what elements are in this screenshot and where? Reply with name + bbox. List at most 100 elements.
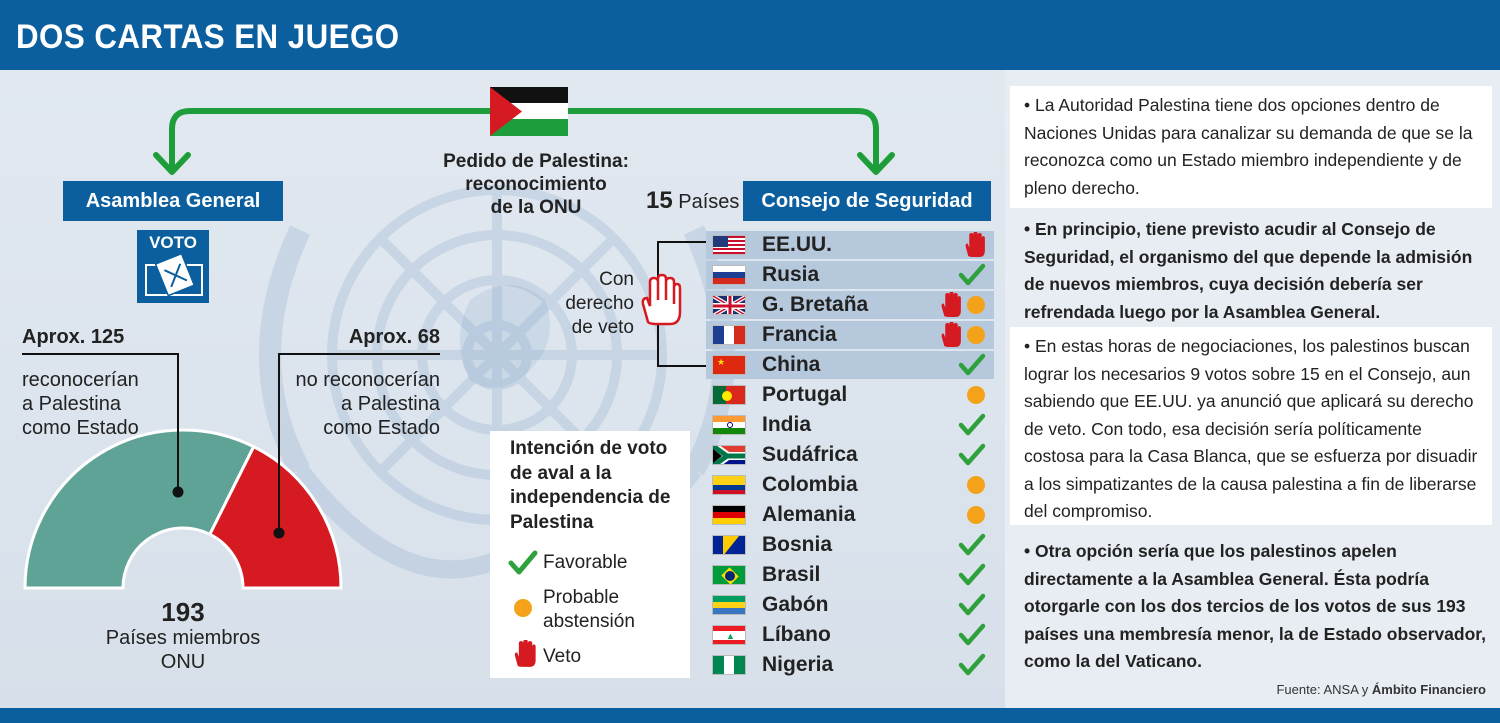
no-desc-1: no reconocerían [295,369,440,391]
veto-power-label: Con derecho de veto [560,268,634,340]
request-line-1: Pedido de Palestina: [443,151,629,172]
vote-icons [958,263,986,287]
favor-check-icon [958,623,986,647]
veto-label-1: Con [599,269,634,290]
abstain-dot-icon [966,325,986,345]
country-row: Sudáfrica [706,441,994,469]
abstain-dot-icon [966,475,986,495]
country-name: Nigeria [762,653,834,676]
legend-abstain-1: Probable [543,587,620,608]
country-name: Colombia [762,473,858,496]
legend-veto-icon [514,640,536,667]
country-row: Bosnia [706,531,994,559]
country-name: Líbano [762,623,831,646]
legend-veto-label: Veto [543,646,582,667]
favor-check-icon [958,593,986,617]
country-row: India [706,411,994,439]
legend-abstain-2: abstensión [543,611,635,632]
flag-za-icon [712,445,746,465]
flag-gb-icon [712,295,746,315]
request-line-2: reconocimiento [465,174,607,195]
vote-icons [940,292,986,317]
vote-label: VOTO [149,233,197,252]
veto-label-3: de veto [571,317,634,338]
legend-abstain-icon [514,599,532,617]
legend-abstain-label: Probable abstensión [543,586,635,634]
country-name: India [762,413,812,436]
legend-title-2: de aval a la [510,462,612,484]
vote-icons [964,232,986,257]
country-row: Alemania [706,501,994,529]
paragraph-3: • En estas horas de negociaciones, los p… [1010,327,1492,525]
header-bar: DOS CARTAS EN JUEGO [0,0,1500,70]
assembly-title: Asamblea General [63,181,283,221]
country-name: EE.UU. [762,233,833,256]
favor-check-icon [958,413,986,437]
council-count: 15 Países [646,187,739,215]
country-row: Rusia [706,261,994,289]
page-title: DOS CARTAS EN JUEGO [16,18,400,56]
country-name: Rusia [762,263,820,286]
favor-check-icon [958,563,986,587]
paragraph-1: • La Autoridad Palestina tiene dos opcio… [1010,86,1492,208]
veto-label-2: derecho [565,293,634,314]
legend-check-icon [508,550,538,575]
country-row: EE.UU. [706,231,994,259]
chart-segment-yes [23,428,256,590]
vote-icons [958,533,986,557]
flag-ru-icon [712,265,746,285]
source-prefix: Fuente: ANSA y [1276,682,1372,697]
vote-icons [958,593,986,617]
favor-check-icon [958,263,986,287]
total-label-1: Países miembros [105,627,261,649]
country-name: Sudáfrica [762,443,858,466]
country-row: Brasil [706,561,994,589]
vote-icons [966,503,986,527]
leader-line-no [278,353,440,533]
country-row: ▲ Líbano [706,621,994,649]
source-credit: Fuente: ANSA y Ámbito Financiero [1276,682,1486,697]
favor-check-icon [958,353,986,377]
request-line-3: de la ONU [490,197,582,218]
flag-cn-icon: ★ [712,355,746,375]
yes-count: Aprox. 125 [22,326,125,348]
country-name: Francia [762,323,837,346]
source-name: Ámbito Financiero [1371,682,1486,697]
flag-lb-icon: ▲ [712,625,746,645]
vote-icons [966,473,986,497]
flag-ng-icon [712,655,746,675]
yes-desc-2: a Palestina [22,393,121,415]
favor-check-icon [958,443,986,467]
country-row: G. Bretaña [706,291,994,319]
flow-arrows [169,108,879,168]
abstain-dot-icon [966,295,986,315]
vote-icons [958,443,986,467]
vote-icons [940,322,986,348]
yes-desc-3: como Estado [22,417,139,439]
country-row: Nigeria [706,651,994,679]
arrow-heads [153,152,895,175]
paragraph-4: • Otra opción sería que los palestinos a… [1024,541,1486,671]
legend-title-3: independencia de [510,487,671,508]
no-desc-3: como Estado [323,417,440,439]
flag-de-icon [712,505,746,525]
vote-icons [958,353,986,377]
no-label: Aprox. 68 [290,326,440,349]
vote-icons [958,413,986,437]
chart-segment-no [207,444,343,590]
total-count: 193 [161,597,205,627]
yes-label: Aprox. 125 [22,326,124,349]
country-row: Francia [706,321,994,349]
yes-desc-1: reconocerían [22,369,139,391]
footer-bar [0,708,1500,723]
country-name: Alemania [762,503,856,526]
arrow-head-left [153,152,191,175]
vote-icons [958,653,986,677]
leader-dot-no [273,527,285,539]
no-desc-2: a Palestina [341,393,440,415]
veto-hand-icon [940,322,962,348]
legend-favor-label: Favorable [543,552,628,573]
country-name: Bosnia [762,533,833,556]
favor-check-icon [958,653,986,677]
country-name: G. Bretaña [762,293,869,316]
